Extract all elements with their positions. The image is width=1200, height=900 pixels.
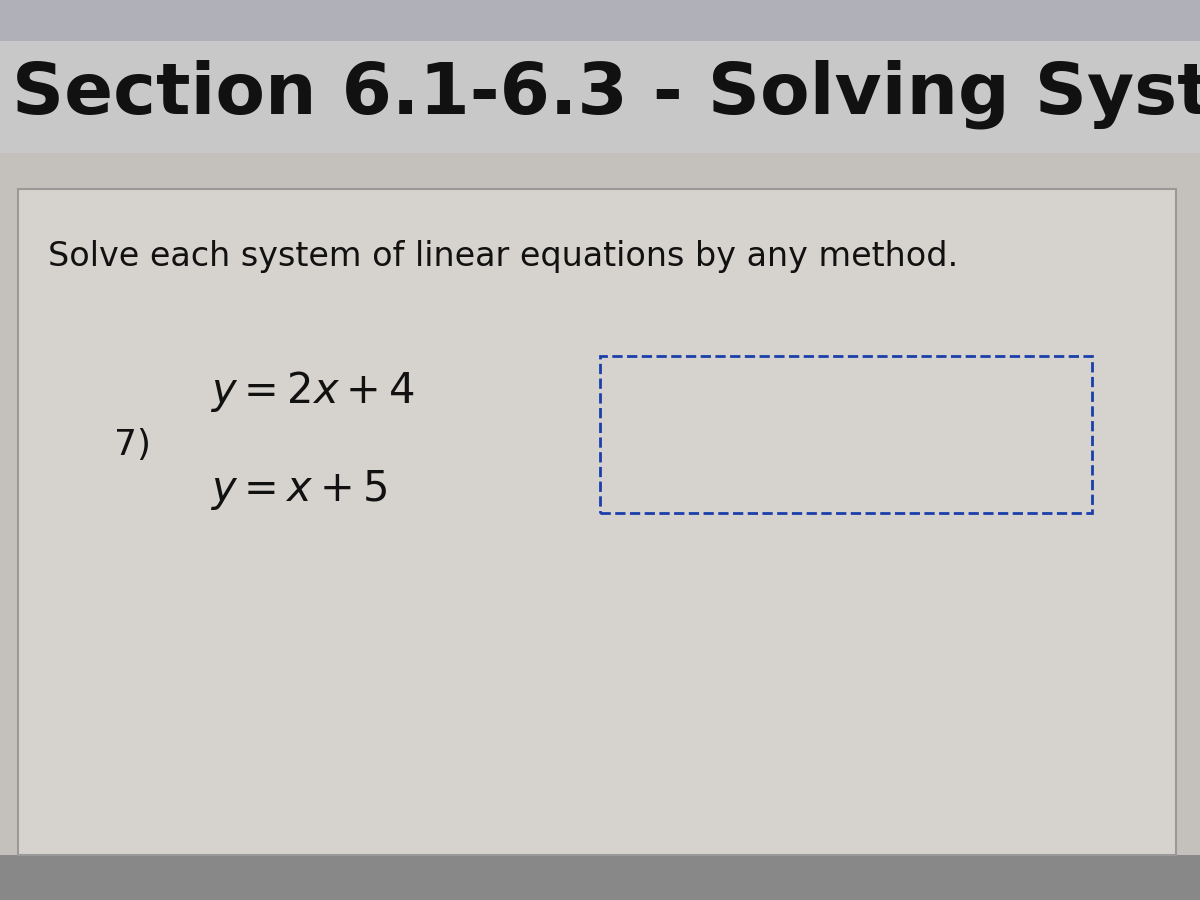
Bar	[0, 40, 1200, 153]
Text: Section 6.1-6.3 - Solving Systems: Section 6.1-6.3 - Solving Systems	[12, 59, 1200, 130]
Bar	[600, 356, 1092, 513]
Bar	[0, 855, 1200, 900]
Bar	[18, 189, 1176, 855]
Text: 7): 7)	[114, 428, 151, 463]
Text: $y = 2x + 4$: $y = 2x + 4$	[210, 369, 415, 414]
Bar	[0, 153, 1200, 900]
Bar	[0, 0, 1200, 40]
Text: $y = x + 5$: $y = x + 5$	[210, 469, 388, 512]
Text: Solve each system of linear equations by any method.: Solve each system of linear equations by…	[48, 240, 959, 273]
